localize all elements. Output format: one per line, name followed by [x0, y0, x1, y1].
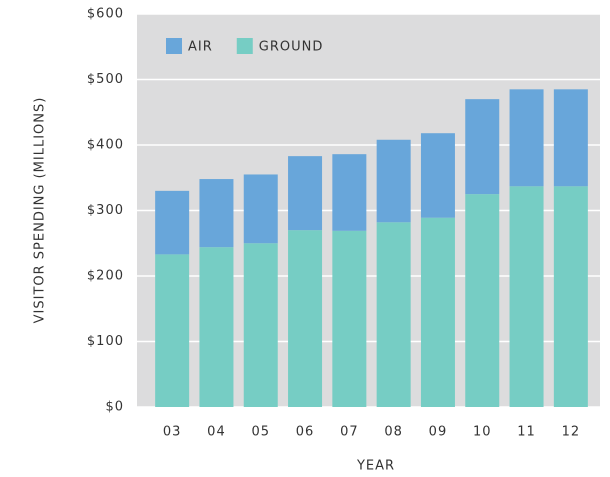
- bar-segment: [155, 190, 190, 255]
- x-tick-label: 10: [473, 425, 492, 440]
- bar-segment: [199, 179, 234, 248]
- x-tick-label: 06: [296, 425, 315, 440]
- bar-segment: [509, 186, 544, 407]
- x-tick-label: 05: [251, 425, 270, 440]
- x-tick-label: 12: [562, 425, 581, 440]
- x-tick-label: 11: [517, 425, 536, 440]
- bar-segment: [420, 133, 455, 218]
- x-axis-label: YEAR: [356, 459, 395, 474]
- legend-label: GROUND: [259, 40, 324, 55]
- y-tick-label: $400: [87, 138, 124, 153]
- bar-segment: [155, 254, 190, 407]
- x-tick-label: 04: [207, 425, 226, 440]
- y-tick-label: $500: [87, 72, 124, 87]
- bar-segment: [332, 230, 367, 407]
- legend-label: AIR: [188, 40, 213, 55]
- bar-segment: [509, 89, 544, 187]
- x-tick-label: 08: [384, 425, 403, 440]
- y-tick-label: $0: [105, 400, 124, 415]
- bar-segment: [553, 186, 588, 407]
- bar-segment: [243, 243, 278, 407]
- bar-segment: [420, 217, 455, 407]
- bar-segment: [376, 139, 411, 223]
- y-axis-label: VISITOR SPENDING (MILLIONS): [33, 97, 48, 324]
- y-tick-label: $600: [87, 7, 124, 22]
- x-tick-label: 07: [340, 425, 359, 440]
- bar-segment: [465, 194, 500, 407]
- bar-segment: [243, 174, 278, 244]
- bar-segment: [376, 222, 411, 407]
- bar-segment: [288, 156, 323, 231]
- bar-segment: [288, 230, 323, 407]
- x-tick-label: 09: [429, 425, 448, 440]
- y-tick-label: $100: [87, 334, 124, 349]
- y-tick-label: $300: [87, 203, 124, 218]
- bar-segment: [332, 154, 367, 231]
- bar-segment: [553, 89, 588, 187]
- legend-swatch: [236, 38, 253, 54]
- bar-segment: [199, 247, 234, 407]
- bar-segment: [465, 99, 500, 195]
- legend-swatch: [166, 38, 182, 54]
- x-tick-label: 03: [163, 425, 182, 440]
- y-tick-label: $200: [87, 269, 124, 284]
